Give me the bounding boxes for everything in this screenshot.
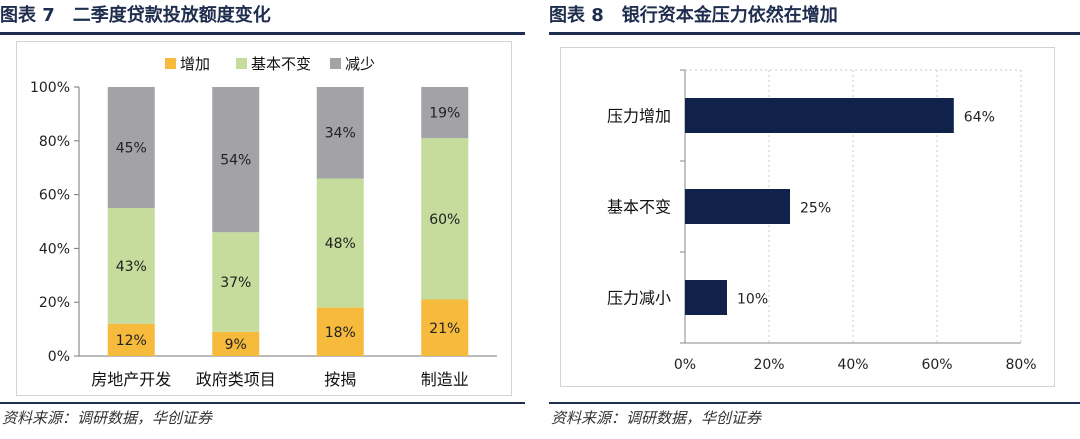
- y-tick-label: 100%: [30, 80, 70, 96]
- data-label: 60%: [429, 212, 460, 228]
- x-category-label: 房地产开发: [91, 370, 171, 389]
- bar-segment: [212, 232, 260, 332]
- figure-7-panel: 图表 7 二季度贷款投放额度变化 0% 20% 40% 60% 80% 100% 12% 43%…: [0, 0, 525, 439]
- x-tick-label: 20%: [753, 357, 784, 373]
- x-tick-label: 80%: [1005, 357, 1036, 373]
- figure-7-caption: 二季度贷款投放额度变化: [72, 5, 271, 26]
- data-label: 18%: [325, 325, 356, 341]
- figure-8-caption: 银行资本金压力依然在增加: [621, 5, 838, 26]
- data-label: 34%: [325, 126, 356, 142]
- legend-swatch: [330, 58, 341, 69]
- figure-7-source: 资料来源：调研数据，华创证券: [2, 409, 213, 427]
- bar-segment: [316, 178, 364, 308]
- bar-segment: [421, 87, 469, 139]
- bar: [685, 189, 790, 224]
- x-tick-label: 60%: [921, 357, 952, 373]
- data-label: 12%: [116, 333, 147, 349]
- data-label: 48%: [325, 236, 356, 252]
- figure-8-panel: 图表 8 银行资本金压力依然在增加 0% 20% 40% 60% 80% 64% 压力增加 25…: [549, 0, 1080, 439]
- figure-8-top-rule: [549, 32, 1080, 35]
- data-label: 64%: [964, 110, 995, 126]
- data-label: 45%: [116, 141, 147, 157]
- y-category-label: 压力减小: [607, 289, 671, 308]
- figure-7-top-rule: [0, 32, 525, 35]
- figure-8-title: 图表 8 银行资本金压力依然在增加: [549, 2, 838, 30]
- figure-8-chart-frame: 0% 20% 40% 60% 80% 64% 压力增加 25% 基本不变 10% 压力减小: [560, 47, 1055, 387]
- legend-label: 增加: [180, 55, 210, 73]
- data-label: 43%: [116, 259, 147, 275]
- y-category-label: 压力增加: [607, 107, 671, 126]
- y-tick-label: 0%: [48, 349, 70, 365]
- data-label: 19%: [429, 106, 460, 122]
- x-category-label: 制造业: [421, 370, 469, 389]
- data-label: 37%: [220, 275, 251, 291]
- data-label: 25%: [800, 201, 831, 217]
- bar-segment: [107, 87, 155, 209]
- horizontal-bar-chart: 0% 20% 40% 60% 80% 64% 压力增加 25% 基本不变 10% 压力减小: [607, 69, 1037, 373]
- y-tick-label: 80%: [39, 134, 70, 150]
- y-tick-label: 60%: [39, 188, 70, 204]
- figure-7-bottom-rule: [0, 402, 525, 404]
- bar-segment: [421, 299, 469, 356]
- legend-swatch: [236, 58, 247, 69]
- legend-label: 减少: [345, 55, 375, 73]
- y-tick-label: 40%: [39, 241, 70, 257]
- x-tick-label: 0%: [674, 357, 696, 373]
- bar-segment: [316, 87, 364, 179]
- bar-segment: [107, 323, 155, 356]
- legend-label: 基本不变: [251, 55, 311, 73]
- bar-segment: [212, 331, 260, 356]
- figure-7-chart-frame: 0% 20% 40% 60% 80% 100% 12% 43% 45% 房地产开发 9% 37% 54%…: [16, 41, 512, 396]
- data-label: 21%: [429, 321, 460, 337]
- y-tick-label: 20%: [39, 295, 70, 311]
- figure-8-source: 资料来源：调研数据，华创证券: [551, 409, 762, 427]
- data-label: 9%: [225, 337, 247, 353]
- bar: [685, 280, 727, 315]
- bar-segment: [421, 138, 469, 300]
- figure-8-bottom-rule: [549, 402, 1080, 404]
- legend-swatch: [165, 58, 176, 69]
- x-tick-label: 40%: [837, 357, 868, 373]
- stacked-bar-chart: 0% 20% 40% 60% 80% 100% 12% 43% 45% 房地产开发 9% 37% 54%…: [30, 55, 497, 389]
- figure-7-title: 图表 7 二季度贷款投放额度变化: [0, 2, 271, 30]
- bar-segment: [107, 208, 155, 324]
- bar: [685, 98, 954, 133]
- bar-segment: [316, 307, 364, 356]
- figure-7-label: 图表 7: [0, 5, 55, 26]
- x-category-label: 按揭: [324, 370, 356, 389]
- y-category-label: 基本不变: [607, 198, 671, 217]
- data-label: 10%: [737, 292, 768, 308]
- x-category-label: 政府类项目: [196, 370, 276, 389]
- data-label: 54%: [220, 153, 251, 169]
- figure-8-label: 图表 8: [549, 5, 604, 26]
- bar-segment: [212, 87, 260, 233]
